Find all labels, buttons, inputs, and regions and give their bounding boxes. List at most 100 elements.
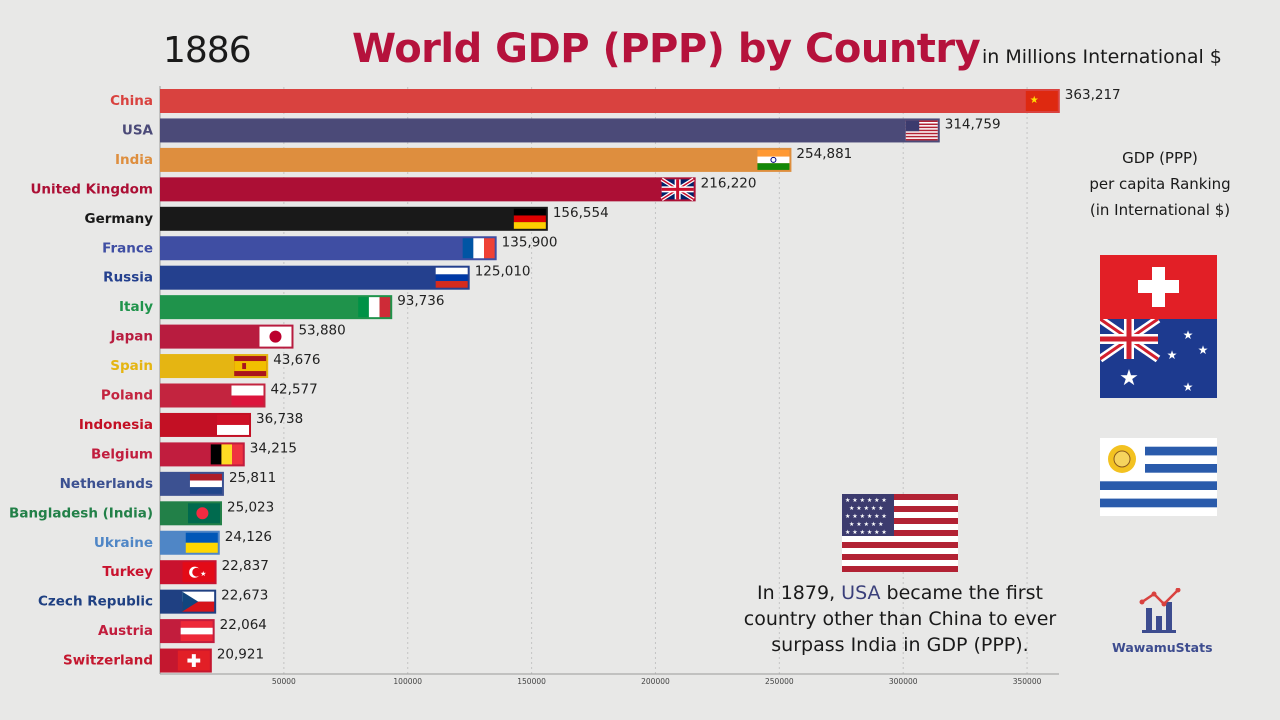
note-highlight: USA: [841, 582, 881, 604]
category-label: Belgium: [91, 446, 153, 462]
bar: [160, 265, 470, 290]
wawamustats-logo: WawamuStats: [1112, 587, 1213, 655]
value-label: 24,126: [225, 529, 272, 545]
per-capita-title-line3: (in International $): [1089, 201, 1231, 219]
bar-chart-logo-icon: [1139, 587, 1181, 633]
value-label: 363,217: [1065, 87, 1121, 103]
value-label: 25,811: [229, 470, 276, 486]
category-label: France: [102, 240, 153, 256]
value-label: 36,738: [256, 411, 303, 427]
value-label: 53,880: [298, 323, 345, 339]
logo-text: WawamuStats: [1112, 640, 1213, 655]
value-label: 43,676: [273, 352, 320, 368]
x-tick-label: 250000: [765, 677, 794, 686]
historical-note: In 1879, USA became the first country ot…: [740, 580, 1060, 658]
value-label: 125,010: [475, 264, 531, 280]
russia-flag-icon: [435, 267, 468, 288]
category-label: Turkey: [102, 564, 153, 580]
value-label: 20,921: [217, 647, 264, 663]
value-label: 22,064: [220, 617, 267, 633]
value-label: 22,837: [222, 558, 269, 574]
note-text-before: In 1879,: [757, 582, 842, 604]
svg-text:★ ★ ★ ★ ★: ★ ★ ★ ★ ★: [849, 521, 884, 528]
japan-flag-icon: [259, 326, 292, 347]
units-label: in Millions International $: [982, 46, 1222, 68]
category-label: Bangladesh (India): [9, 505, 153, 521]
x-tick-label: 200000: [641, 677, 670, 686]
value-label: 34,215: [250, 440, 297, 456]
switzerland-flag-icon: [177, 650, 210, 671]
category-label: Netherlands: [60, 476, 153, 492]
svg-text:★: ★: [200, 570, 206, 578]
category-label: China: [110, 93, 153, 109]
bar: [160, 147, 792, 172]
x-tick-label: 50000: [272, 677, 296, 686]
value-label: 42,577: [270, 382, 317, 398]
category-label: Japan: [109, 329, 153, 345]
svg-text:★: ★: [1183, 380, 1194, 394]
poland-flag-icon: [231, 385, 264, 406]
value-label: 216,220: [701, 175, 757, 191]
note-text-after: became the first country other than Chin…: [743, 582, 1057, 656]
category-label: Switzerland: [63, 653, 153, 669]
per-capita-title-line1: GDP (PPP): [1122, 149, 1198, 167]
bar: [160, 89, 1060, 113]
bangladesh-flag-icon: [187, 503, 220, 524]
netherlands-flag-icon: [189, 473, 222, 494]
category-label: Spain: [110, 358, 153, 374]
svg-text:★ ★ ★ ★ ★ ★: ★ ★ ★ ★ ★ ★: [845, 513, 887, 520]
category-label: Germany: [85, 211, 154, 227]
x-tick-label: 150000: [517, 677, 546, 686]
chart-title: World GDP (PPP) by Country: [352, 26, 981, 72]
indonesia-flag-icon: [217, 414, 250, 435]
value-label: 25,023: [227, 499, 274, 515]
svg-text:★: ★: [1030, 95, 1039, 106]
belgium-flag-icon: [210, 444, 243, 465]
svg-text:★: ★: [1198, 343, 1209, 357]
italy-flag-icon: [358, 297, 391, 318]
austria-flag-icon: [180, 621, 213, 642]
bar: [160, 118, 940, 143]
france-flag-icon: [462, 238, 495, 259]
category-label: Indonesia: [79, 417, 153, 433]
svg-text:★ ★ ★ ★ ★: ★ ★ ★ ★ ★: [849, 505, 884, 512]
x-tick-label: 300000: [889, 677, 918, 686]
note-usa-flag-icon: ★ ★ ★ ★ ★ ★ ★ ★ ★ ★ ★ ★ ★ ★ ★ ★ ★ ★ ★ ★ …: [842, 494, 958, 572]
bar: [160, 295, 393, 320]
per-capita-ranking-title: GDP (PPP) per capita Ranking (in Interna…: [1080, 145, 1240, 223]
switzerland-flag-icon: [1100, 255, 1217, 319]
category-label: USA: [122, 122, 154, 138]
category-label: Russia: [103, 270, 153, 286]
x-tick-label: 350000: [1013, 677, 1042, 686]
bar: [160, 236, 497, 261]
category-label: Poland: [101, 388, 153, 404]
category-label: United Kingdom: [30, 181, 153, 197]
category-label: Ukraine: [94, 535, 153, 551]
bar: [160, 206, 548, 231]
czech-flag-icon: [182, 591, 215, 612]
per-capita-title-line2: per capita Ranking: [1089, 175, 1231, 193]
svg-text:★ ★ ★ ★ ★ ★: ★ ★ ★ ★ ★ ★: [845, 529, 887, 536]
uk-flag-icon: [660, 177, 695, 202]
india-flag-icon: [757, 149, 790, 170]
value-label: 156,554: [553, 205, 609, 221]
germany-flag-icon: [513, 208, 546, 229]
x-tick-label: 100000: [393, 677, 422, 686]
value-label: 254,881: [796, 146, 852, 162]
value-label: 22,673: [221, 588, 268, 604]
svg-text:★ ★ ★ ★ ★ ★: ★ ★ ★ ★ ★ ★: [845, 497, 887, 504]
svg-text:★: ★: [1167, 348, 1178, 362]
usa-flag-icon: [905, 120, 938, 141]
category-label: India: [115, 152, 153, 168]
spain-flag-icon: [234, 356, 267, 377]
year-label: 1886: [163, 30, 252, 71]
value-label: 135,900: [502, 234, 558, 250]
category-label: Italy: [119, 299, 153, 315]
china-flag-icon: ★: [1025, 91, 1058, 111]
category-label: Czech Republic: [38, 594, 153, 610]
australia-flag-icon: ★ ★ ★ ★ ★: [1100, 319, 1217, 398]
uruguay-flag-icon: [1100, 438, 1217, 516]
ukraine-flag-icon: [185, 532, 218, 553]
bar: [160, 177, 696, 202]
